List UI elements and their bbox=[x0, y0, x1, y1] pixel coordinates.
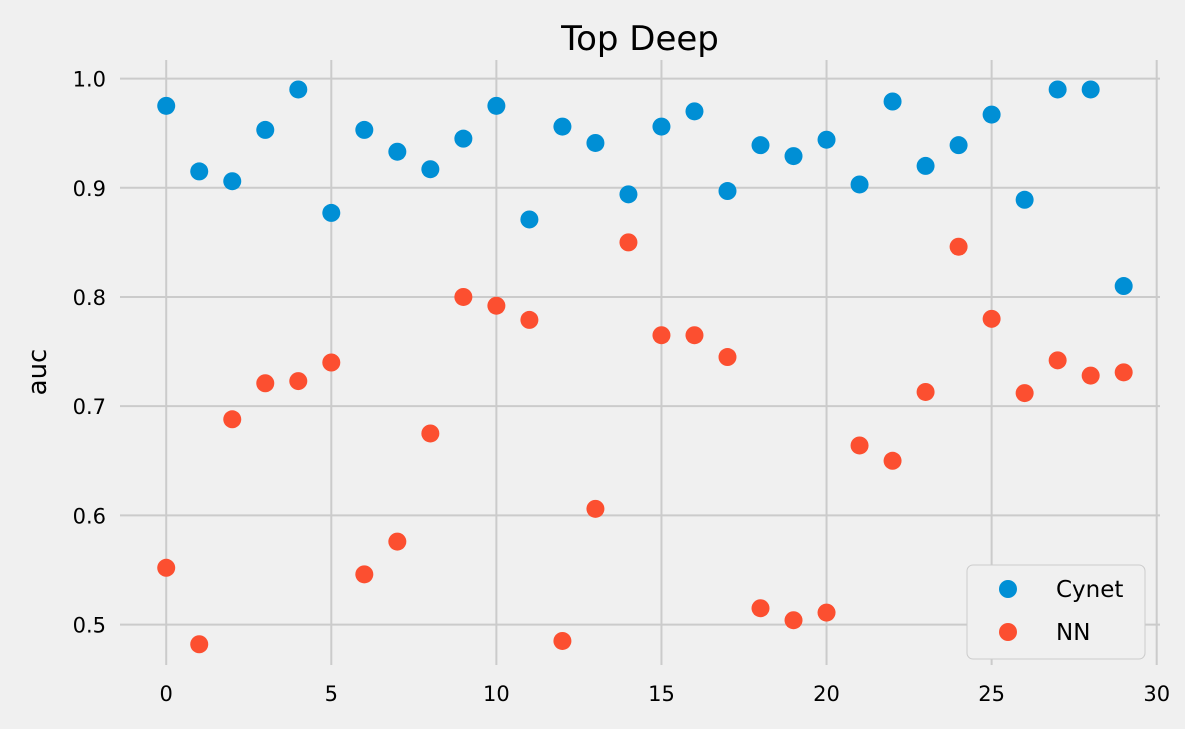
data-point-cynet bbox=[388, 142, 407, 161]
data-point-nn bbox=[1114, 363, 1133, 382]
data-point-cynet bbox=[817, 130, 836, 149]
x-tick-label: 20 bbox=[813, 682, 840, 706]
data-point-nn bbox=[982, 309, 1001, 328]
data-point-nn bbox=[586, 499, 605, 518]
legend-marker-cynet bbox=[999, 580, 1017, 598]
data-point-cynet bbox=[454, 129, 473, 148]
legend-label-nn: NN bbox=[1056, 620, 1090, 646]
y-tick-label: 0.6 bbox=[73, 504, 106, 528]
data-point-nn bbox=[421, 424, 440, 443]
y-tick-label: 1.0 bbox=[73, 68, 106, 92]
data-point-nn bbox=[652, 326, 671, 345]
grid-lines bbox=[120, 60, 1160, 665]
data-point-nn bbox=[619, 233, 638, 252]
x-tick-label: 30 bbox=[1143, 682, 1170, 706]
data-point-nn bbox=[817, 603, 836, 622]
data-point-cynet bbox=[520, 210, 539, 229]
y-tick-label: 0.7 bbox=[73, 395, 106, 419]
data-point-cynet bbox=[1015, 190, 1034, 209]
x-tick-label: 25 bbox=[978, 682, 1005, 706]
data-point-cynet bbox=[586, 133, 605, 152]
data-point-nn bbox=[553, 631, 572, 650]
legend-label-cynet: Cynet bbox=[1056, 577, 1123, 603]
x-tick-label: 10 bbox=[483, 682, 510, 706]
data-point-nn bbox=[256, 374, 275, 393]
data-point-cynet bbox=[1114, 277, 1133, 296]
data-point-nn bbox=[751, 599, 770, 618]
y-tick-label: 0.9 bbox=[73, 177, 106, 201]
data-point-nn bbox=[388, 532, 407, 551]
data-point-cynet bbox=[157, 96, 176, 115]
data-point-cynet bbox=[916, 156, 935, 175]
data-point-nn bbox=[883, 451, 902, 470]
data-point-nn bbox=[1015, 384, 1034, 403]
data-point-nn bbox=[949, 237, 968, 256]
data-point-nn bbox=[289, 372, 308, 391]
data-point-cynet bbox=[421, 160, 440, 179]
data-point-nn bbox=[190, 635, 209, 654]
data-point-cynet bbox=[784, 147, 803, 166]
data-point-cynet bbox=[751, 136, 770, 155]
y-tick-label: 0.8 bbox=[73, 286, 106, 310]
data-points bbox=[157, 80, 1133, 654]
tick-labels: 0 5 10 15 20 25 30 0.5 0.6 0.7 0.8 0.9 1.0 bbox=[73, 68, 1170, 706]
data-point-cynet bbox=[553, 117, 572, 136]
data-point-nn bbox=[916, 382, 935, 401]
data-point-nn bbox=[487, 296, 506, 315]
data-point-cynet bbox=[850, 175, 869, 194]
data-point-cynet bbox=[322, 203, 341, 222]
data-point-cynet bbox=[487, 96, 506, 115]
data-point-nn bbox=[454, 287, 473, 306]
x-tick-label: 0 bbox=[160, 682, 173, 706]
data-point-cynet bbox=[949, 136, 968, 155]
data-point-nn bbox=[355, 565, 374, 584]
legend-marker-nn bbox=[999, 623, 1017, 641]
data-point-cynet bbox=[355, 120, 374, 139]
data-point-cynet bbox=[256, 120, 275, 139]
data-point-nn bbox=[520, 310, 539, 329]
data-point-cynet bbox=[619, 185, 638, 204]
data-point-nn bbox=[157, 558, 176, 577]
x-tick-label: 5 bbox=[325, 682, 338, 706]
data-point-nn bbox=[718, 348, 737, 367]
x-tick-label: 15 bbox=[648, 682, 675, 706]
data-point-nn bbox=[322, 353, 341, 372]
data-point-cynet bbox=[190, 162, 209, 181]
data-point-cynet bbox=[982, 105, 1001, 124]
y-tick-label: 0.5 bbox=[73, 614, 106, 638]
data-point-cynet bbox=[718, 182, 737, 201]
y-axis-label: auc bbox=[23, 349, 53, 396]
data-point-nn bbox=[784, 611, 803, 630]
data-point-nn bbox=[685, 326, 704, 345]
data-point-cynet bbox=[1048, 80, 1067, 99]
data-point-nn bbox=[1081, 366, 1100, 385]
data-point-cynet bbox=[652, 117, 671, 136]
data-point-cynet bbox=[289, 80, 308, 99]
data-point-nn bbox=[850, 436, 869, 455]
data-point-nn bbox=[223, 410, 242, 429]
data-point-cynet bbox=[223, 172, 242, 191]
chart-title: Top Deep bbox=[560, 19, 719, 59]
legend: Cynet NN bbox=[966, 564, 1146, 660]
data-point-cynet bbox=[1081, 80, 1100, 99]
data-point-nn bbox=[1048, 351, 1067, 370]
data-point-cynet bbox=[883, 92, 902, 111]
data-point-cynet bbox=[685, 102, 704, 121]
